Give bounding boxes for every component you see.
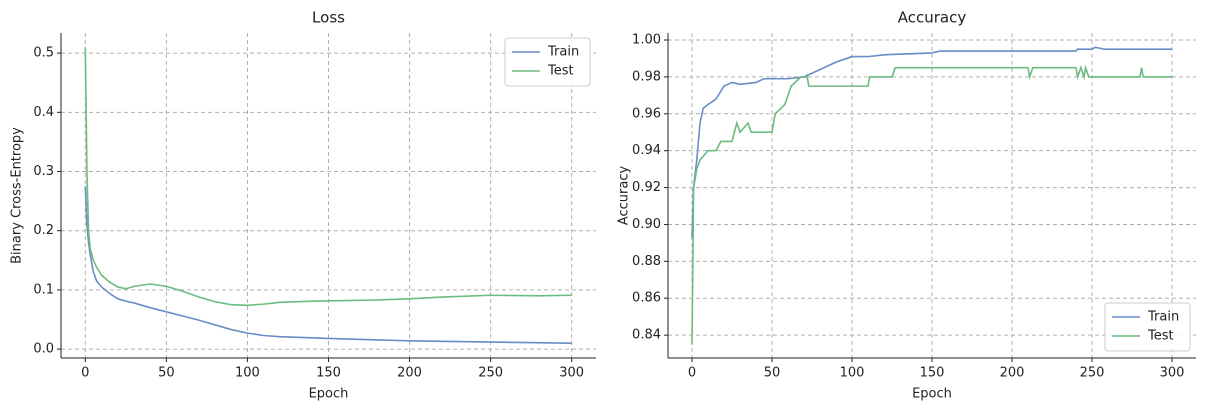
legend-label: Train (547, 45, 579, 60)
line-series (691, 46, 1172, 238)
y-tick-label: 0.4 (33, 105, 54, 120)
x-axis-label: Epoch (309, 387, 349, 402)
x-tick-label: 50 (764, 366, 781, 381)
x-tick-label: 100 (235, 366, 260, 381)
y-tick-label: 0.2 (33, 223, 54, 238)
y-tick-label: 0.98 (632, 69, 661, 84)
legend-label: Test (1147, 329, 1174, 344)
legend-box (504, 37, 591, 87)
x-tick-label: 300 (559, 366, 584, 381)
line-series (84, 186, 572, 344)
x-tick-label: 150 (316, 366, 341, 381)
x-tick-label: 100 (840, 366, 865, 381)
y-tick-label: 0.90 (632, 217, 661, 232)
x-tick-label: 200 (1000, 366, 1025, 381)
y-tick-label: 0.86 (632, 291, 661, 306)
legend-label: Train (1147, 310, 1179, 325)
y-tick-label: 0.1 (33, 282, 54, 297)
y-tick-label: 0.5 (33, 46, 54, 61)
y-tick-label: 1.00 (632, 33, 661, 48)
y-axis-label: Accuracy (617, 166, 632, 226)
x-tick-label: 50 (158, 366, 175, 381)
y-tick-label: 0.0 (33, 342, 54, 357)
x-tick-label: 200 (397, 366, 422, 381)
y-tick-label: 0.96 (632, 106, 661, 121)
x-axis-label: Epoch (912, 387, 952, 402)
y-tick-label: 0.88 (632, 254, 661, 269)
line-series (84, 47, 572, 307)
legend-label: Test (547, 64, 574, 79)
y-axis-label: Binary Cross-Entropy (10, 127, 25, 264)
y-tick-label: 0.84 (632, 328, 661, 343)
x-tick-label: 300 (1160, 366, 1185, 381)
x-tick-label: 0 (688, 366, 696, 381)
legend-box (1104, 302, 1191, 352)
y-tick-label: 0.94 (632, 143, 661, 158)
y-tick-label: 0.3 (33, 164, 54, 179)
x-tick-label: 0 (81, 366, 89, 381)
x-tick-label: 150 (920, 366, 945, 381)
y-tick-label: 0.92 (632, 180, 661, 195)
chart-title: Loss (312, 9, 345, 27)
chart-title: Accuracy (898, 9, 967, 27)
x-tick-label: 250 (478, 366, 503, 381)
x-tick-label: 250 (1080, 366, 1105, 381)
line-series (691, 64, 1172, 345)
